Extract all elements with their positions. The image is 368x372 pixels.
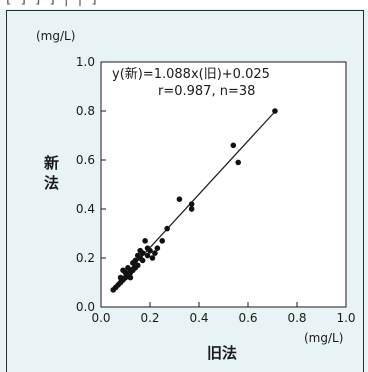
x-tick-marks <box>100 302 347 307</box>
data-point <box>132 257 139 264</box>
x-tick-label: 0.6 <box>238 311 257 325</box>
data-point <box>188 201 195 207</box>
y-tick-label: 0.6 <box>76 153 95 167</box>
data-points <box>110 108 278 293</box>
data-point <box>235 159 241 166</box>
x-tick-labels: 0.0 0.2 0.4 0.6 0.8 1.0 <box>91 311 355 325</box>
x-tick-label: 0.0 <box>91 311 110 325</box>
y-tick-label: 0.0 <box>76 300 95 314</box>
data-point <box>152 250 158 256</box>
data-point <box>159 238 166 244</box>
header-fragment: [*]*]*]*|*|*] <box>0 0 368 9</box>
data-point <box>188 206 195 212</box>
y-axis-unit: (mg/L) <box>36 29 75 43</box>
data-point <box>230 142 237 149</box>
data-point <box>137 247 143 254</box>
data-point <box>144 252 151 259</box>
frame-border-right <box>363 10 364 372</box>
data-point <box>154 245 161 251</box>
data-point <box>272 108 278 114</box>
frame-border-left <box>6 10 7 372</box>
y-tick-label: 0.2 <box>76 251 95 265</box>
frame-border-top <box>6 10 364 11</box>
x-tick-label: 0.2 <box>140 311 159 325</box>
data-point <box>125 265 131 271</box>
data-point <box>176 196 183 202</box>
y-axis-title: 新法 <box>44 154 59 192</box>
data-point <box>134 262 141 269</box>
data-point <box>139 257 146 264</box>
data-point <box>149 255 156 261</box>
x-axis-title: 旧法 <box>207 344 237 362</box>
header-fragment-text: [*]*]*]*|*|*] <box>6 0 98 7</box>
y-tick-marks <box>101 61 106 308</box>
y-tick-label: 1.0 <box>76 55 95 69</box>
data-point <box>117 274 124 281</box>
correlation-stats: r=0.987, n=38 <box>158 84 255 99</box>
y-tick-label: 0.8 <box>76 104 95 118</box>
data-point <box>142 238 148 244</box>
y-tick-label: 0.4 <box>76 202 95 216</box>
plot-area <box>100 61 347 308</box>
x-tick-label: 0.8 <box>287 311 306 325</box>
data-point <box>127 274 134 281</box>
x-tick-label: 0.4 <box>189 311 208 325</box>
x-tick-label: 1.0 <box>336 311 355 325</box>
x-axis-unit: (mg/L) <box>304 331 343 345</box>
y-tick-labels: 0.0 0.2 0.4 0.6 0.8 1.0 <box>76 55 95 314</box>
data-point <box>164 225 170 232</box>
regression-equation: y(新)=1.088x(旧)+0.025 <box>112 66 270 82</box>
data-point <box>144 245 151 251</box>
